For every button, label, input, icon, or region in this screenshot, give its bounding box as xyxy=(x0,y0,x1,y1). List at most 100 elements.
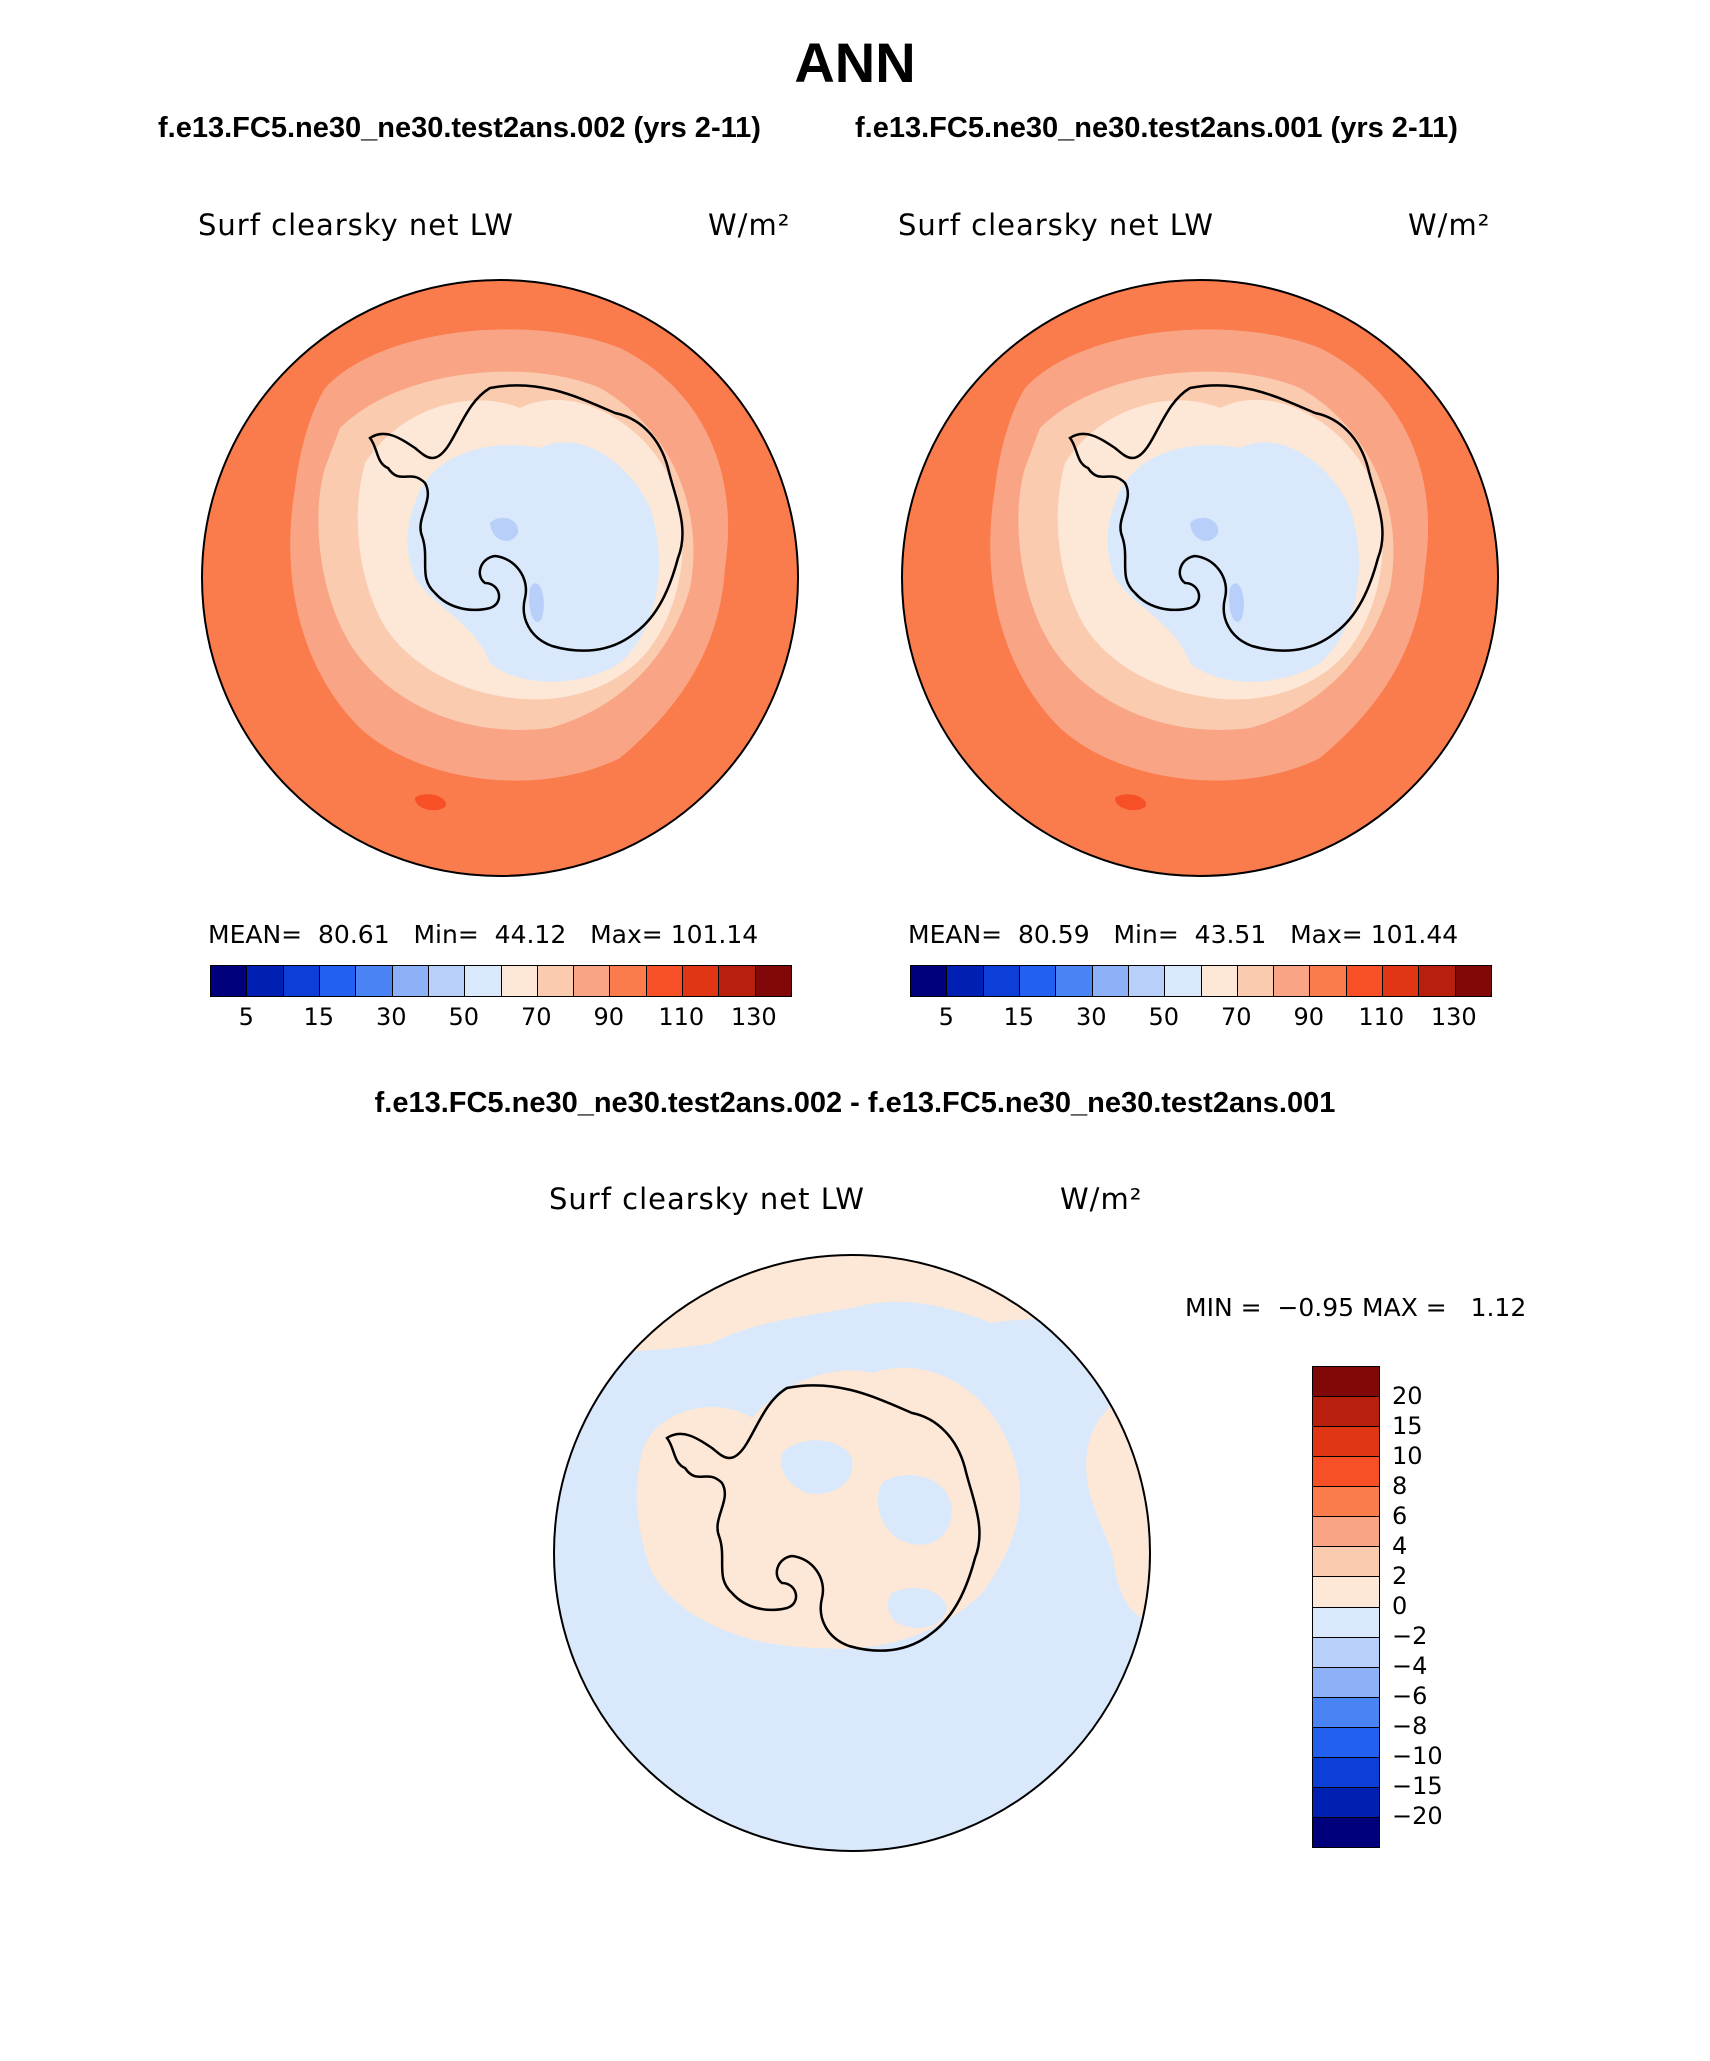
map-coastline xyxy=(368,384,684,652)
colorbar-box xyxy=(1128,966,1166,996)
panel1-colorbar-ticks: 5 15 30 50 70 90 110 130 xyxy=(210,1003,790,1033)
colorbar-tick-label: 15 xyxy=(1003,1003,1035,1031)
panel1-units: W/m² xyxy=(708,208,791,242)
mean-label: MEAN= xyxy=(208,920,303,949)
colorbar-tick-label: −20 xyxy=(1392,1802,1443,1830)
difference-minmax: MIN = −0.95 MAX = 1.12 xyxy=(1185,1293,1526,1322)
colorbar-box xyxy=(1274,966,1311,996)
panel1-map xyxy=(201,279,799,877)
colorbar-box xyxy=(1313,1367,1379,1398)
colorbar-box xyxy=(1313,1427,1379,1458)
colorbar-tick-label: 15 xyxy=(1392,1412,1423,1440)
colorbar-tick-label: 110 xyxy=(1358,1003,1405,1031)
min-value: 44.12 xyxy=(494,920,567,949)
colorbar-box xyxy=(983,966,1020,996)
colorbar-tick-label: 50 xyxy=(1148,1003,1180,1031)
colorbar-tick-label: −4 xyxy=(1392,1652,1428,1680)
colorbar-box xyxy=(1165,966,1202,996)
colorbar-tick-label: −6 xyxy=(1392,1682,1428,1710)
map-hot-spot xyxy=(415,794,447,811)
max-label: MAX = xyxy=(1362,1293,1447,1322)
colorbar-tick-label: −8 xyxy=(1392,1712,1428,1740)
panel1-colorbar xyxy=(210,965,792,997)
mean-value: 80.59 xyxy=(1018,920,1090,949)
colorbar-box xyxy=(1237,966,1275,996)
max-value: 101.44 xyxy=(1370,920,1459,949)
mean-value: 80.61 xyxy=(318,920,390,949)
panel2-units: W/m² xyxy=(1408,208,1491,242)
panel2-variable: Surf clearsky net LW xyxy=(898,208,1214,242)
panel2-stats: MEAN= 80.59 Min= 43.51 Max= 101.44 xyxy=(908,920,1458,949)
colorbar-box xyxy=(356,966,393,996)
diff-positive-land xyxy=(636,1367,1021,1649)
colorbar-box xyxy=(1455,966,1491,996)
colorbar-tick-label: 130 xyxy=(730,1003,777,1031)
panel2-colorbar xyxy=(910,965,1492,997)
colorbar-box xyxy=(1310,966,1347,996)
map-deep-1 xyxy=(1190,517,1219,541)
colorbar-tick-label: 10 xyxy=(1392,1442,1423,1470)
colorbar-tick-label: 70 xyxy=(520,1003,552,1031)
colorbar-box xyxy=(465,966,502,996)
map-hot-spot xyxy=(1115,794,1147,811)
subtitle-case-002: f.e13.FC5.ne30_ne30.test2ans.002 (yrs 2-… xyxy=(158,112,761,144)
map-coastline xyxy=(1068,384,1384,652)
panel3-units: W/m² xyxy=(1060,1182,1143,1216)
panel1-variable: Surf clearsky net LW xyxy=(198,208,514,242)
colorbar-box xyxy=(1313,1397,1379,1428)
colorbar-box xyxy=(211,966,248,996)
colorbar-box xyxy=(911,966,948,996)
colorbar-box xyxy=(1313,1607,1379,1638)
min-value: 43.51 xyxy=(1194,920,1267,949)
colorbar-tick-label: 30 xyxy=(1075,1003,1107,1031)
colorbar-box xyxy=(1313,1697,1379,1728)
colorbar-tick-label: 6 xyxy=(1392,1502,1408,1530)
colorbar-box xyxy=(1313,1577,1379,1608)
colorbar-tick-label: 90 xyxy=(1293,1003,1325,1031)
colorbar-box xyxy=(574,966,611,996)
panel1-stats: MEAN= 80.61 Min= 44.12 Max= 101.14 xyxy=(208,920,758,949)
colorbar-box xyxy=(1313,1487,1379,1518)
max-label: Max= xyxy=(1290,920,1363,949)
colorbar-tick-label: 70 xyxy=(1220,1003,1252,1031)
colorbar-box xyxy=(537,966,575,996)
colorbar-box xyxy=(1419,966,1456,996)
colorbar-tick-label: −2 xyxy=(1392,1622,1428,1650)
max-value: 101.14 xyxy=(670,920,759,949)
colorbar-box xyxy=(247,966,284,996)
mean-label: MEAN= xyxy=(908,920,1003,949)
colorbar-tick-label: −15 xyxy=(1392,1772,1443,1800)
min-value: −0.95 xyxy=(1277,1293,1355,1322)
colorbar-box xyxy=(428,966,466,996)
colorbar-box xyxy=(1383,966,1420,996)
colorbar-box xyxy=(1056,966,1093,996)
colorbar-box xyxy=(1313,1547,1379,1578)
colorbar-box xyxy=(610,966,647,996)
colorbar-box xyxy=(1313,1757,1379,1788)
subtitle-case-001: f.e13.FC5.ne30_ne30.test2ans.001 (yrs 2-… xyxy=(855,112,1458,144)
colorbar-box xyxy=(319,966,357,996)
map-deep-2 xyxy=(1229,583,1244,622)
colorbar-tick-label: 20 xyxy=(1392,1382,1423,1410)
colorbar-box xyxy=(1313,1817,1379,1847)
colorbar-box xyxy=(1313,1637,1379,1668)
colorbar-tick-label: 15 xyxy=(303,1003,335,1031)
colorbar-tick-label: 30 xyxy=(375,1003,407,1031)
map-deep-1 xyxy=(490,517,519,541)
colorbar-tick-label: 5 xyxy=(938,1003,954,1031)
page-title: ANN xyxy=(794,31,916,94)
colorbar-box xyxy=(283,966,320,996)
colorbar-box xyxy=(719,966,756,996)
min-label: MIN = xyxy=(1185,1293,1262,1322)
difference-colorbar-ticks: 20 15 10 8 6 4 2 0 −2 −4 −6 −8 −10 −15 −20 xyxy=(1392,1366,1482,1846)
colorbar-box xyxy=(501,966,538,996)
map-deep-2 xyxy=(529,583,544,622)
colorbar-tick-label: 4 xyxy=(1392,1532,1408,1560)
colorbar-tick-label: 90 xyxy=(593,1003,625,1031)
map-coastline xyxy=(665,1384,981,1652)
colorbar-box xyxy=(947,966,984,996)
colorbar-box xyxy=(1092,966,1129,996)
min-label: Min= xyxy=(413,920,479,949)
colorbar-tick-label: 2 xyxy=(1392,1562,1408,1590)
colorbar-box xyxy=(1346,966,1384,996)
